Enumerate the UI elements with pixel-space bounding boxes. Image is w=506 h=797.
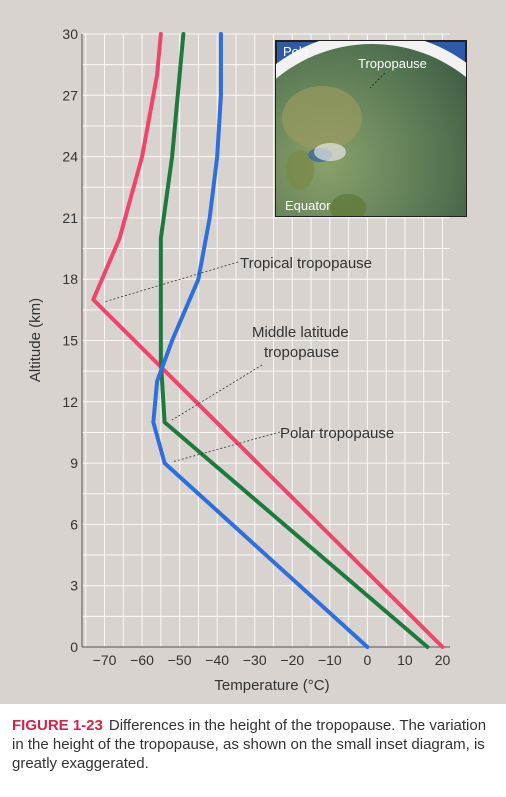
x-tick-label: −30 [243, 652, 267, 668]
inset-diagram: Pole Tropopause Equator [275, 40, 467, 217]
y-tick-label: 30 [62, 26, 78, 42]
y-tick-labels: 0 3 6 9 12 15 18 21 24 27 30 [62, 26, 78, 655]
inset-tropopause-label: Tropopause [358, 56, 427, 71]
y-tick-label: 21 [62, 210, 78, 226]
caption-text: Differences in the height of the tropopa… [12, 717, 487, 772]
series-line-2 [158, 32, 430, 649]
y-tick-label: 18 [62, 271, 78, 287]
land-central-america [286, 150, 314, 190]
polar-pointer [171, 431, 281, 463]
midlatitude-pointer [171, 364, 263, 421]
annotation-polar: Polar tropopause [280, 425, 394, 442]
annotation-tropical: Tropical tropopause [240, 255, 372, 272]
series-line-3 [151, 32, 370, 649]
earth-globe [276, 44, 466, 216]
y-tick-label: 0 [70, 639, 78, 655]
x-tick-label: 20 [435, 652, 451, 668]
figure-panel: 0 3 6 9 12 15 18 21 24 27 30 −70 −60 −50 −40 −30 −20 −10… [0, 0, 506, 704]
annotation-midlatitude-1: Middle latitude [252, 324, 349, 341]
land-south-america [330, 194, 366, 216]
figure-caption: FIGURE 1-23 Differences in the height of … [12, 716, 498, 773]
cloud-swirl [314, 143, 346, 161]
x-tick-label: −60 [130, 652, 154, 668]
x-tick-label: 0 [363, 652, 371, 668]
inset-equator-label: Equator [285, 198, 331, 213]
x-tick-label: −50 [168, 652, 192, 668]
x-tick-label: −70 [93, 652, 117, 668]
y-tick-label: 6 [70, 516, 78, 532]
x-tick-label: 10 [397, 652, 413, 668]
altitude-temperature-chart: 0 3 6 9 12 15 18 21 24 27 30 −70 −60 −50 −40 −30 −20 −10… [27, 26, 467, 694]
inset-tropopause-pointer [369, 72, 386, 89]
inset-pole-label: Pole [283, 44, 309, 59]
figure-number: FIGURE 1-23 [12, 717, 103, 734]
y-tick-label: 12 [62, 394, 78, 410]
y-axis-label: Altitude (km) [27, 298, 44, 382]
tropical-pointer [103, 261, 239, 303]
annotations: Tropical tropopause Middle latitude trop… [103, 255, 394, 463]
x-axis-label: Temperature (°C) [214, 677, 329, 694]
axes [81, 34, 450, 648]
x-tick-label: −10 [318, 652, 342, 668]
series-line-1 [91, 32, 445, 649]
y-tick-label: 24 [62, 149, 78, 165]
x-tick-label: −20 [280, 652, 304, 668]
y-tick-label: 9 [70, 455, 78, 471]
y-tick-label: 3 [70, 578, 78, 594]
land-north-america [282, 86, 362, 150]
y-tick-label: 27 [62, 87, 78, 103]
series [91, 32, 445, 649]
x-tick-labels: −70 −60 −50 −40 −30 −20 −10 0 10 20 [93, 652, 451, 668]
annotation-midlatitude-2: tropopause [264, 344, 339, 361]
y-tick-label: 15 [62, 333, 78, 349]
x-tick-label: −40 [205, 652, 229, 668]
